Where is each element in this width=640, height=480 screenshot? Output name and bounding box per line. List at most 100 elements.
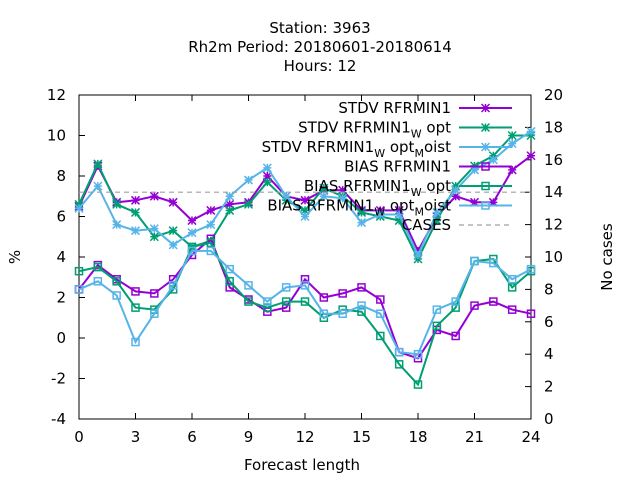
y-tick-label-right: 12 <box>544 216 563 234</box>
series-point-2 <box>375 209 385 220</box>
series-point-1 <box>262 177 272 187</box>
series-point-5 <box>451 297 460 306</box>
legend-label-0: STDV RFRMIN1 <box>338 99 451 117</box>
series-point-5 <box>131 337 140 347</box>
series-point-0 <box>469 197 480 207</box>
series-point-3 <box>451 331 460 341</box>
series-point-1 <box>74 199 84 209</box>
series-point-5 <box>507 275 517 284</box>
series-point-4 <box>451 303 460 312</box>
series-point-2 <box>432 207 442 217</box>
series-point-0 <box>168 197 178 207</box>
series-point-1 <box>413 254 423 264</box>
y-tick-label-right: 14 <box>544 183 563 201</box>
chart-title-hours: Hours: 12 <box>284 57 357 75</box>
plot-area: 0 3 6 9 12 15 18 21 24-4-20246810120246810121416… <box>47 86 563 446</box>
series-point-2 <box>93 181 103 191</box>
series-point-4 <box>244 297 253 306</box>
series-point-5 <box>300 281 310 290</box>
series-point-0 <box>187 216 197 226</box>
series-point-5 <box>168 281 178 290</box>
legend-marker-1 <box>480 122 491 133</box>
series-line-3 <box>78 237 532 360</box>
series-point-2 <box>262 163 272 173</box>
x-tick-label: 6 <box>187 428 197 446</box>
series-line-5 <box>78 249 532 356</box>
series-point-4 <box>357 307 366 316</box>
series-point-1 <box>507 130 517 141</box>
x-tick-label: 24 <box>521 428 540 446</box>
legend-label-1: STDV RFRMIN1W opt <box>298 119 451 141</box>
series-point-2 <box>74 203 84 213</box>
series-point-5 <box>357 301 366 310</box>
series-point-0 <box>300 195 310 205</box>
series-point-1 <box>243 199 254 209</box>
y-axis-label-right: No cases <box>598 223 616 291</box>
series-point-0 <box>488 197 498 207</box>
series-point-1 <box>112 199 122 209</box>
series-point-3 <box>357 283 366 292</box>
y-tick-label-right: 20 <box>544 86 563 104</box>
series-point-1 <box>526 130 536 141</box>
series-point-2 <box>488 155 498 165</box>
series-point-1 <box>451 181 461 191</box>
series-point-4 <box>507 283 517 292</box>
series-point-5 <box>394 347 404 357</box>
series-point-2 <box>187 228 197 238</box>
series-point-1 <box>281 195 291 205</box>
legend-marker-0 <box>480 103 491 113</box>
series-line-4 <box>78 241 532 387</box>
series-point-0 <box>206 205 216 215</box>
series-point-4 <box>394 360 404 369</box>
y-tick-label-left: 6 <box>56 208 66 226</box>
series-point-4 <box>432 321 442 331</box>
series-point-2 <box>300 211 310 222</box>
series-point-5 <box>150 309 159 318</box>
series-point-0 <box>432 211 442 222</box>
series-point-0 <box>394 205 404 215</box>
x-tick-label: 12 <box>295 428 314 446</box>
series-point-1 <box>225 205 235 215</box>
series-point-3 <box>281 303 291 312</box>
series-point-2 <box>206 220 216 230</box>
series-point-2 <box>356 218 367 228</box>
series-point-3 <box>319 293 329 302</box>
legend-label-5: BIAS RFRMIN1W optMoist <box>267 197 451 219</box>
series-point-3 <box>470 301 479 310</box>
series-point-0 <box>507 165 517 175</box>
y-tick-label-left: 10 <box>47 127 66 145</box>
series-point-5 <box>244 281 253 290</box>
series-point-5 <box>432 305 442 314</box>
series-point-4 <box>112 277 121 286</box>
series-point-0 <box>338 185 348 195</box>
legend-label-4: BIAS RFRMIN1W opt <box>304 177 451 199</box>
series-point-5 <box>470 256 479 266</box>
series-point-4 <box>225 277 234 286</box>
series-point-2 <box>469 165 480 175</box>
x-tick-label: 0 <box>74 428 84 446</box>
series-point-0 <box>451 191 461 201</box>
series-point-1 <box>319 183 329 193</box>
legend-marker-3 <box>481 162 490 171</box>
series-point-2 <box>507 139 517 149</box>
series-point-0 <box>526 151 536 161</box>
y-tick-label-right: 10 <box>544 248 563 266</box>
y-tick-label-left: 4 <box>56 248 66 266</box>
series-point-2 <box>243 175 254 185</box>
series-point-5 <box>526 264 536 274</box>
series-point-1 <box>149 232 159 242</box>
series-point-4 <box>93 262 103 272</box>
series-point-4 <box>281 297 291 306</box>
series-point-0 <box>413 246 423 256</box>
series-point-0 <box>262 171 272 181</box>
y-tick-label-left: 8 <box>56 167 66 185</box>
series-point-5 <box>93 277 103 286</box>
y-tick-label-right: 2 <box>544 378 554 396</box>
series-point-1 <box>130 207 141 217</box>
legend-label-3: BIAS RFRMIN1 <box>344 158 451 176</box>
series-point-1 <box>394 216 404 226</box>
series-point-5 <box>74 285 84 294</box>
series-point-5 <box>187 246 197 256</box>
series-point-2 <box>413 250 423 260</box>
series-point-1 <box>356 207 367 217</box>
